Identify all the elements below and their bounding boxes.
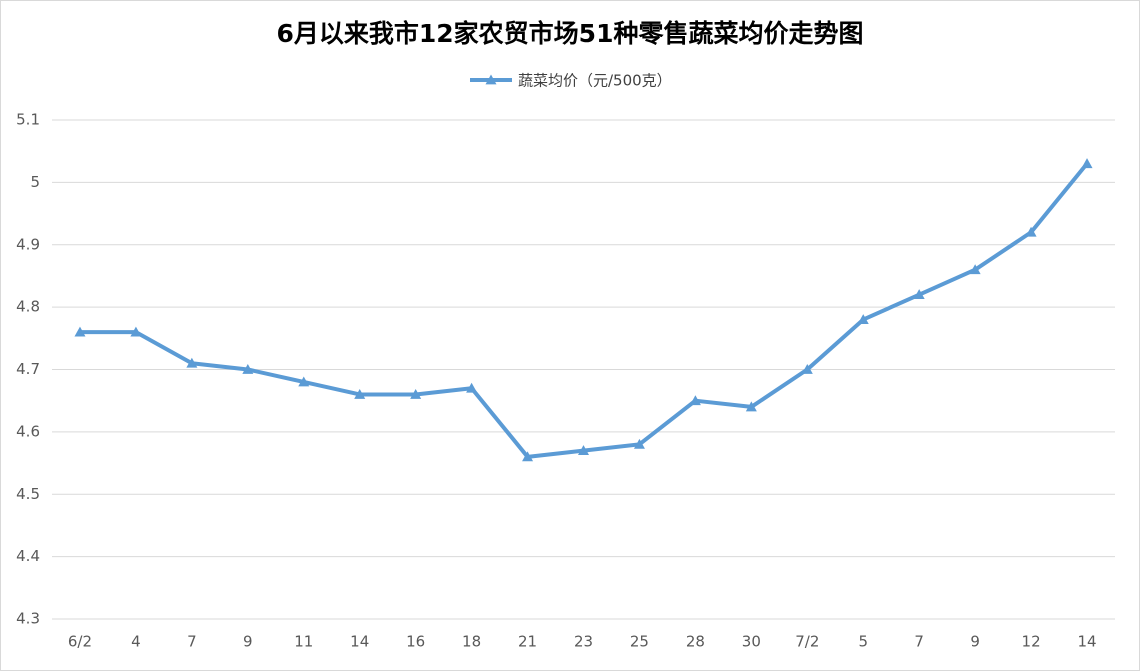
x-tick-label: 5 <box>858 633 868 651</box>
x-tick-label: 16 <box>406 633 425 651</box>
y-tick-label: 4.7 <box>16 360 40 378</box>
x-tick-label: 30 <box>742 633 761 651</box>
x-tick-label: 14 <box>1077 633 1096 651</box>
x-tick-label: 9 <box>970 633 980 651</box>
x-tick-label: 7/2 <box>795 633 819 651</box>
x-tick-label: 18 <box>462 633 481 651</box>
x-tick-label: 28 <box>686 633 705 651</box>
data-point <box>578 445 589 455</box>
data-point <box>1025 226 1037 237</box>
data-point <box>74 326 86 337</box>
x-tick-label: 23 <box>574 633 593 651</box>
data-point <box>969 264 981 275</box>
data-point <box>186 357 198 368</box>
data-point <box>242 364 254 374</box>
data-point <box>466 382 478 393</box>
y-tick-label: 4.4 <box>16 547 40 565</box>
x-tick-label: 7 <box>914 633 924 651</box>
data-point <box>298 376 310 387</box>
y-tick-label: 4.9 <box>16 235 40 253</box>
y-tick-label: 4.8 <box>16 298 40 316</box>
x-tick-label: 11 <box>294 633 313 651</box>
x-tick-label: 6/2 <box>68 633 92 651</box>
data-point <box>130 326 142 337</box>
x-tick-label: 14 <box>350 633 369 651</box>
data-point <box>689 395 701 406</box>
data-point <box>745 401 757 412</box>
x-tick-label: 4 <box>131 633 141 651</box>
data-point <box>801 364 813 374</box>
chart-title: 6月以来我市12家农贸市场51种零售蔬菜均价走势图 <box>277 19 864 48</box>
legend-text: 蔬菜均价（元/500克） <box>518 72 672 90</box>
data-point <box>1081 158 1093 169</box>
y-tick-label: 5 <box>30 173 40 191</box>
data-point <box>410 388 422 399</box>
y-tick-label: 5.1 <box>16 111 40 129</box>
x-tick-label: 21 <box>518 633 537 651</box>
x-tick-label: 12 <box>1022 633 1041 651</box>
x-tick-label: 25 <box>630 633 649 651</box>
data-point <box>522 451 534 462</box>
data-point <box>354 388 366 399</box>
y-tick-label: 4.3 <box>16 610 40 628</box>
x-tick-label: 7 <box>187 633 197 651</box>
x-tick-label: 9 <box>243 633 253 651</box>
legend-item: 蔬菜均价（元/500克） <box>470 72 672 90</box>
legend-marker <box>485 74 497 85</box>
data-point <box>633 438 645 449</box>
data-point <box>857 314 869 324</box>
y-tick-label: 4.6 <box>16 422 40 440</box>
y-tick-label: 4.5 <box>16 485 40 503</box>
data-point <box>913 289 925 300</box>
